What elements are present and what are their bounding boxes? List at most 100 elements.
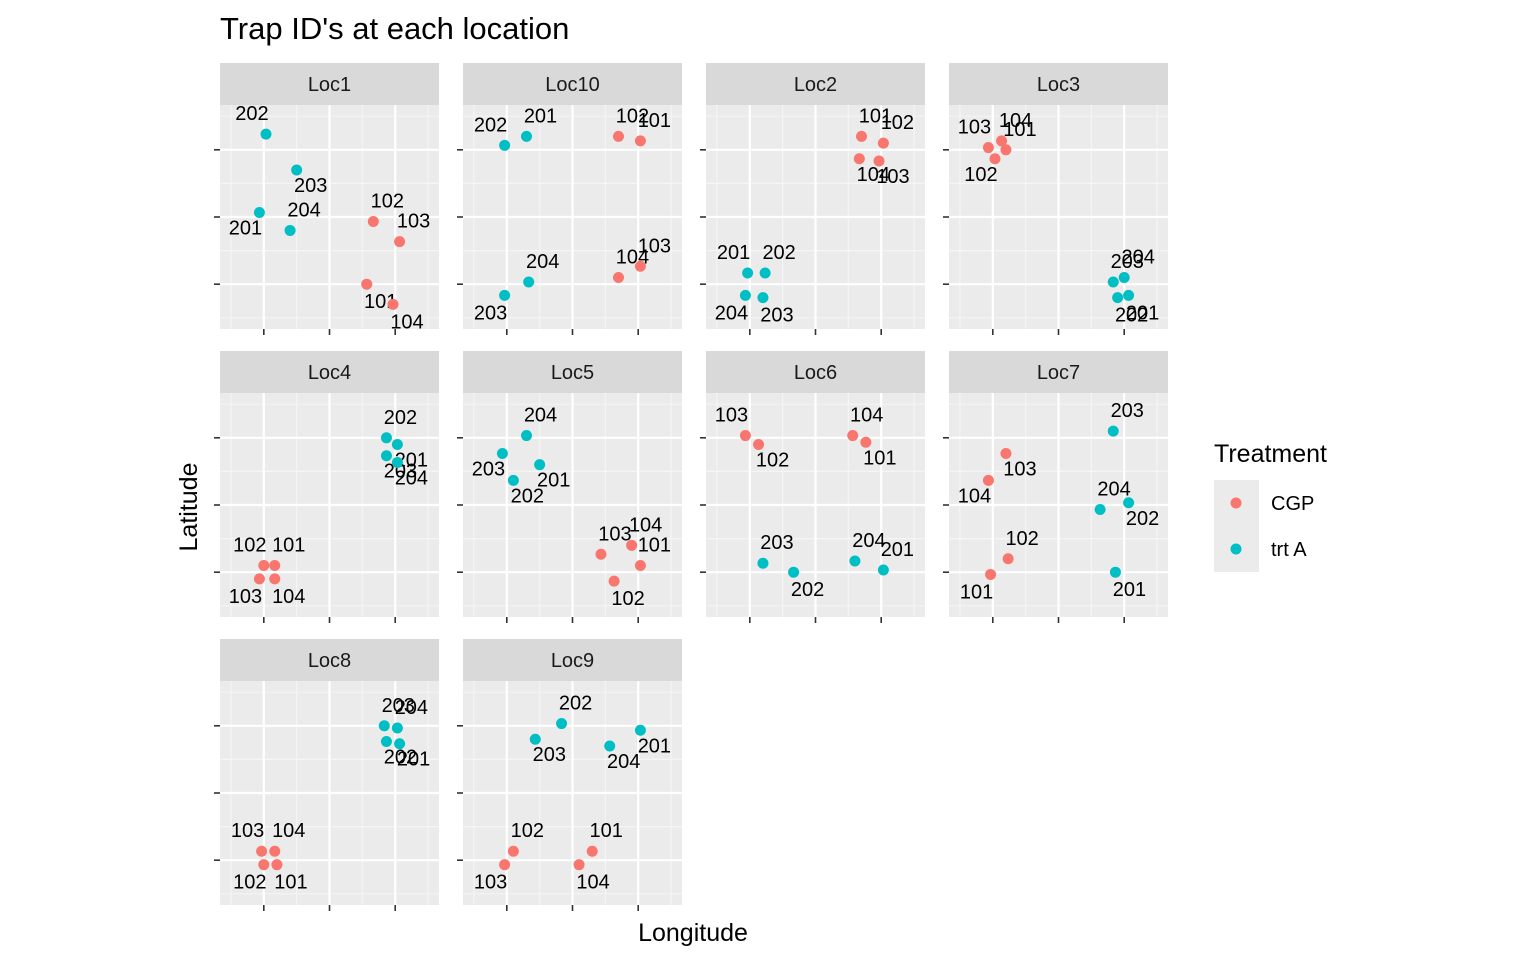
- point-label: 202: [474, 114, 507, 136]
- point-label: 203: [474, 302, 507, 324]
- point-label: 202: [1126, 508, 1159, 530]
- point-label: 202: [235, 103, 268, 125]
- data-point: [612, 271, 624, 283]
- data-point: [853, 153, 865, 165]
- data-point: [394, 738, 406, 750]
- legend: Treatment CGP trt A: [1214, 440, 1327, 572]
- point-label: 202: [384, 407, 417, 429]
- data-point: [260, 128, 272, 140]
- point-label: 201: [397, 749, 430, 771]
- point-label: 104: [272, 586, 305, 608]
- data-point: [753, 439, 765, 451]
- data-point: [739, 289, 751, 301]
- point-label: 201: [1113, 579, 1146, 601]
- facet-strip: [463, 639, 682, 681]
- point-label: 102: [616, 105, 649, 127]
- point-label: 201: [638, 735, 671, 757]
- data-point: [269, 845, 281, 857]
- data-point: [523, 276, 535, 288]
- data-point: [521, 130, 533, 142]
- point-label: 101: [863, 447, 896, 469]
- facet-strip: [220, 639, 439, 681]
- facet-strip-label: Loc4: [308, 362, 351, 384]
- point-label: 204: [607, 751, 640, 773]
- point-label: 101: [960, 581, 993, 603]
- point-label: 101: [638, 534, 671, 556]
- point-label: 201: [395, 450, 428, 472]
- point-label: 201: [524, 105, 557, 127]
- data-point: [985, 568, 997, 580]
- facet-strip-label: Loc10: [545, 74, 600, 96]
- data-point: [788, 566, 800, 578]
- data-point: [757, 292, 769, 304]
- data-point: [499, 139, 511, 151]
- point-label: 203: [1111, 400, 1144, 422]
- point-label: 202: [511, 485, 544, 507]
- legend-key-point: [1230, 543, 1242, 555]
- point-label: 102: [756, 450, 789, 472]
- point-label: 203: [760, 305, 793, 327]
- facet-strip: [463, 351, 682, 393]
- data-point: [1000, 144, 1012, 156]
- point-label: 103: [474, 872, 507, 894]
- data-point: [380, 432, 392, 444]
- point-label: 103: [876, 166, 909, 188]
- data-point: [860, 436, 872, 448]
- point-label: 102: [233, 872, 266, 894]
- point-label: 203: [533, 744, 566, 766]
- point-label: 103: [598, 523, 631, 545]
- point-label: 104: [958, 485, 991, 507]
- facet-strip-label: Loc2: [794, 74, 837, 96]
- point-label: 201: [717, 242, 750, 264]
- data-point: [284, 224, 296, 236]
- data-point: [739, 430, 751, 442]
- point-label: 102: [1005, 528, 1038, 550]
- point-label: 204: [1097, 478, 1130, 500]
- legend-entry-label: CGP: [1271, 493, 1314, 515]
- data-point: [982, 142, 994, 154]
- data-point: [847, 430, 859, 442]
- data-point: [634, 559, 646, 571]
- point-label: 104: [390, 311, 423, 333]
- facet-strip: [220, 63, 439, 105]
- data-point: [757, 557, 769, 569]
- data-point: [982, 474, 994, 486]
- data-point: [380, 450, 392, 462]
- data-point: [258, 859, 270, 871]
- point-label: 201: [229, 218, 262, 240]
- point-label: 203: [1111, 251, 1144, 273]
- data-point: [387, 298, 399, 310]
- point-label: 102: [233, 534, 266, 556]
- data-point: [634, 135, 646, 147]
- data-point: [507, 845, 519, 857]
- data-point: [586, 845, 598, 857]
- data-point: [996, 135, 1008, 147]
- facet-strip: [463, 63, 682, 105]
- facet-panel-loc7: Loc7 103 104 102 101 203 202 204 201: [943, 351, 1168, 623]
- chart-title: Trap ID's at each location: [220, 11, 569, 46]
- point-label: 101: [274, 872, 307, 894]
- data-point: [873, 155, 885, 167]
- data-point: [253, 573, 265, 585]
- point-label: 101: [638, 110, 671, 132]
- data-point: [1123, 497, 1135, 509]
- data-point: [391, 722, 403, 734]
- point-label: 202: [791, 579, 824, 601]
- point-label: 103: [229, 586, 262, 608]
- facet-panel-loc9: Loc9 202 201 203 204 102 101 103 104: [457, 639, 682, 911]
- legend-entry-label: trt A: [1271, 539, 1307, 561]
- facet-strip-label: Loc7: [1037, 362, 1080, 384]
- facet-strip-label: Loc3: [1037, 74, 1080, 96]
- data-point: [1118, 271, 1130, 283]
- point-label: 202: [1115, 305, 1148, 327]
- point-label: 101: [272, 534, 305, 556]
- data-point: [529, 733, 541, 745]
- facet-strip: [220, 351, 439, 393]
- data-point: [1112, 292, 1124, 304]
- facet-strip: [949, 351, 1168, 393]
- data-point: [556, 718, 568, 730]
- point-label: 102: [881, 112, 914, 134]
- point-label: 204: [715, 302, 748, 324]
- data-point: [742, 267, 754, 279]
